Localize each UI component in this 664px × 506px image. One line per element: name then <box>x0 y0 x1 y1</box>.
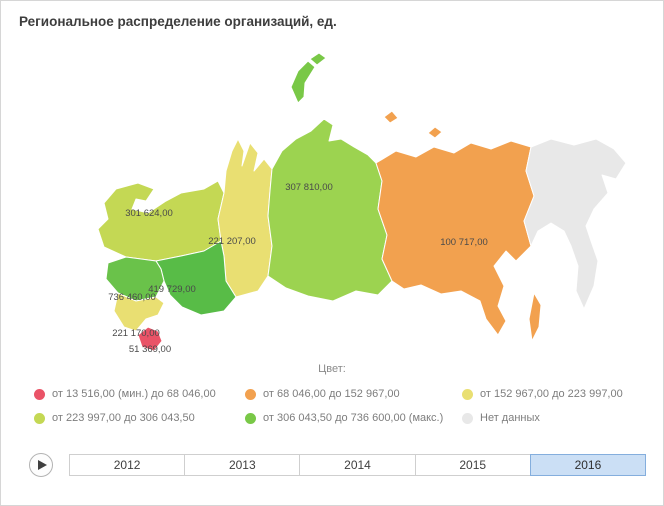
map-region-central[interactable] <box>105 256 165 302</box>
legend-item-label: от 223 997,00 до 306 043,50 <box>52 412 195 424</box>
russia-choropleth-map: 301 624,00 221 207,00 307 810,00 100 717… <box>97 52 627 355</box>
legend-item-label: от 306 043,50 до 736 600,00 (макс.) <box>263 412 444 424</box>
timeline-year-2012[interactable]: 2012 <box>69 454 186 476</box>
region-value-label: 419 729,00 <box>148 284 196 295</box>
map-region-volga[interactable] <box>155 240 237 316</box>
legend-item: от 68 046,00 до 152 967,00 <box>245 388 462 400</box>
map-island-sakhalin[interactable] <box>528 292 542 342</box>
map-value-labels: 301 624,00 221 207,00 307 810,00 100 717… <box>108 182 488 355</box>
legend-item: от 13 516,00 (мин.) до 68 046,00 <box>34 388 245 400</box>
timeline-years: 2012 2013 2014 2015 2016 <box>69 454 647 476</box>
legend-color-dot-yellow-green <box>34 412 45 424</box>
map-region-no-data[interactable] <box>523 138 627 310</box>
map-region-northwest[interactable] <box>97 180 225 262</box>
legend-item-label: от 13 516,00 (мин.) до 68 046,00 <box>52 388 216 400</box>
region-value-label: 736 460,00 <box>108 292 156 303</box>
timeline-year-2016[interactable]: 2016 <box>529 454 647 476</box>
map-region-siberia[interactable] <box>267 118 393 302</box>
legend-color-dot-orange <box>245 388 256 400</box>
play-button[interactable] <box>29 453 53 477</box>
legend-color-dot-red <box>34 388 45 400</box>
legend-item: от 306 043,50 до 736 600,00 (макс.) <box>245 412 462 424</box>
region-value-label: 51 369,00 <box>129 344 171 355</box>
region-value-label: 307 810,00 <box>285 182 333 193</box>
region-value-label: 301 624,00 <box>125 208 173 219</box>
play-icon <box>38 460 47 470</box>
map-region-south[interactable] <box>113 292 165 332</box>
map-island-novaya-zemlya-south[interactable] <box>290 60 316 104</box>
map-regions <box>97 118 627 352</box>
timeline-year-2015[interactable]: 2015 <box>414 454 531 476</box>
map-island-wrangel[interactable] <box>427 126 443 139</box>
map-region-caucasus[interactable] <box>137 326 163 352</box>
legend-item-label: от 152 967,00 до 223 997,00 <box>480 388 623 400</box>
map-island-novaya-zemlya-north[interactable] <box>309 52 327 66</box>
timeline-year-2013[interactable]: 2013 <box>184 454 301 476</box>
region-value-label: 221 207,00 <box>208 236 256 247</box>
map-islands <box>290 52 542 342</box>
legend-item-label: Нет данных <box>480 412 540 424</box>
legend-item: от 152 967,00 до 223 997,00 <box>462 388 645 400</box>
color-legend: от 13 516,00 (мин.) до 68 046,00 от 68 0… <box>34 388 645 424</box>
timeline-year-2014[interactable]: 2014 <box>299 454 416 476</box>
region-value-label: 100 717,00 <box>440 237 488 248</box>
map-region-far-east[interactable] <box>375 140 535 336</box>
legend-item-label: от 68 046,00 до 152 967,00 <box>263 388 400 400</box>
region-value-label: 221 170,00 <box>112 328 160 339</box>
legend-item: Нет данных <box>462 412 645 424</box>
legend-color-dot-yellow <box>462 388 473 400</box>
legend-color-dot-no-data <box>462 412 473 424</box>
page-title: Региональное распределение организаций, … <box>19 14 337 29</box>
timeline: 2012 2013 2014 2015 2016 <box>1 452 663 478</box>
map-island-new-siberian[interactable] <box>383 110 399 124</box>
map-region-urals[interactable] <box>217 138 273 298</box>
legend-title: Цвет: <box>318 363 346 375</box>
legend-item: от 223 997,00 до 306 043,50 <box>34 412 245 424</box>
legend-color-dot-green <box>245 412 256 424</box>
